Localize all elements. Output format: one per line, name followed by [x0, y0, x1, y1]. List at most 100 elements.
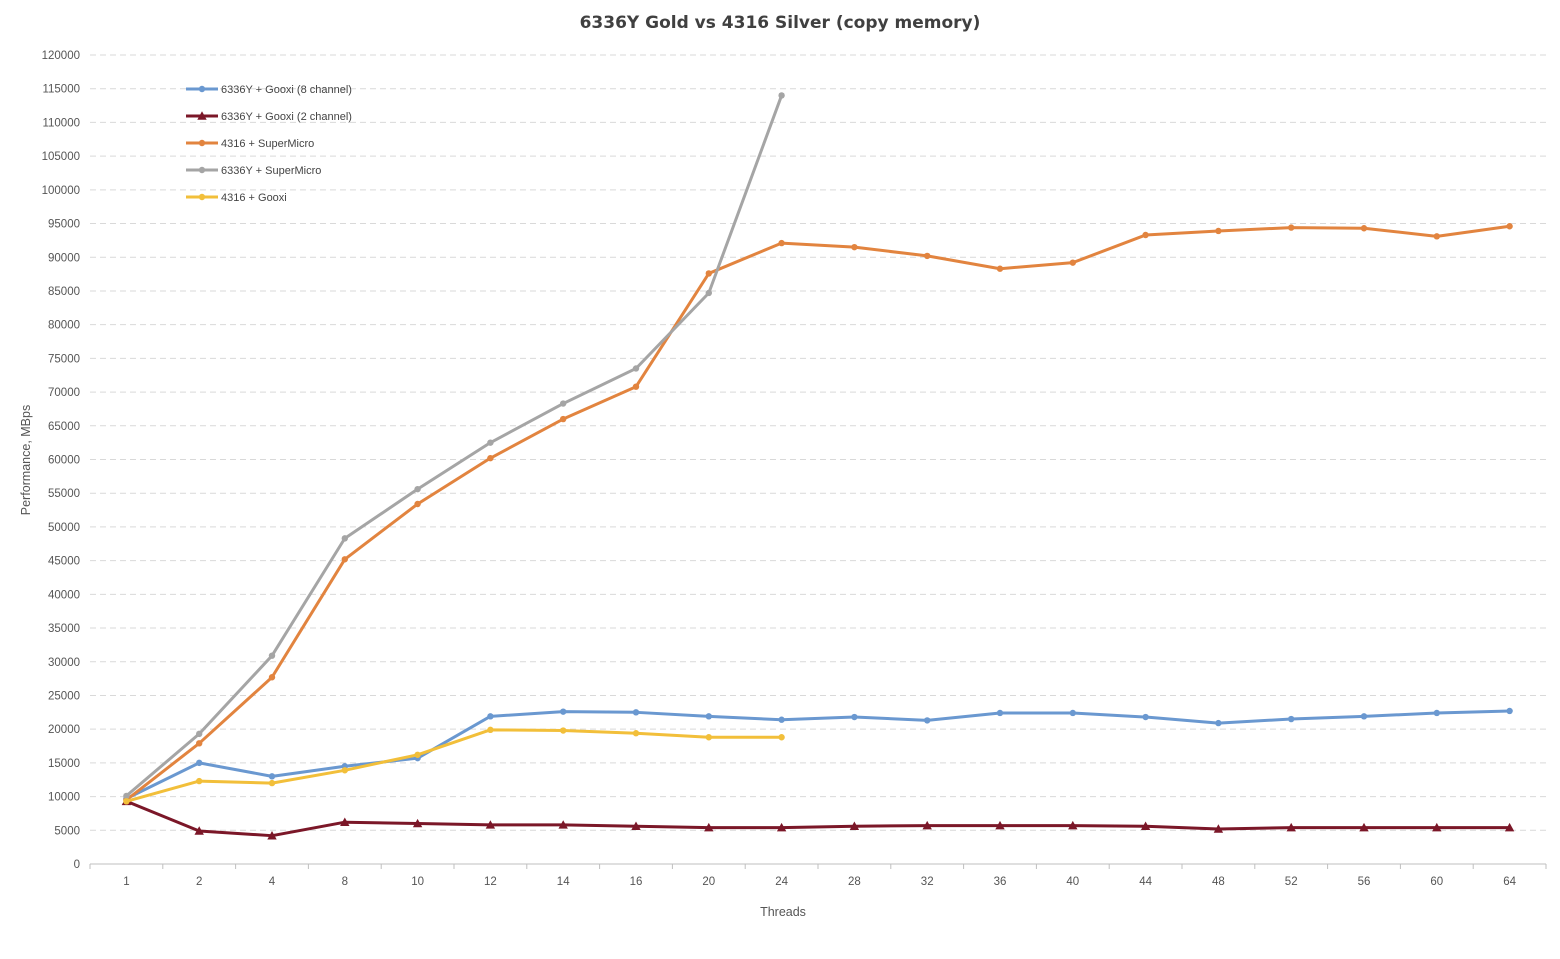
- series-line: [125, 709, 1510, 800]
- data-point-marker: [123, 798, 130, 805]
- data-point-marker: [778, 734, 785, 741]
- data-point-marker: [849, 821, 860, 831]
- data-point-marker: [196, 759, 203, 767]
- legend-item: 4316 + SuperMicro: [186, 138, 314, 150]
- x-tick-label: 32: [921, 876, 934, 888]
- data-point-marker: [851, 243, 858, 251]
- data-point-marker: [341, 767, 348, 774]
- series-line: [125, 224, 1510, 802]
- data-point-marker: [1288, 224, 1295, 231]
- data-point-marker: [1359, 822, 1369, 832]
- y-tick-label: 90000: [48, 252, 80, 264]
- series-line: [125, 94, 784, 798]
- x-tick-label: 8: [342, 876, 348, 888]
- x-tick-label: 48: [1212, 876, 1225, 888]
- data-point-marker: [560, 727, 567, 734]
- data-point-marker: [704, 822, 714, 832]
- x-tick-label: 10: [411, 876, 424, 888]
- data-point-marker: [1506, 707, 1513, 715]
- data-point-marker: [487, 713, 494, 720]
- data-point-marker: [487, 439, 494, 446]
- data-point-marker: [1069, 259, 1077, 266]
- data-point-marker: [922, 820, 932, 830]
- data-point-marker: [1140, 821, 1151, 831]
- data-point-marker: [996, 265, 1004, 272]
- data-point-marker: [196, 740, 203, 747]
- data-point-marker: [268, 674, 276, 681]
- y-tick-label: 55000: [48, 488, 80, 500]
- data-point-marker: [197, 111, 207, 120]
- series-line: [125, 728, 782, 803]
- y-tick-label: 110000: [42, 117, 80, 129]
- data-point-marker: [198, 166, 206, 174]
- data-point-marker: [1213, 824, 1224, 833]
- data-point-marker: [995, 820, 1005, 830]
- data-point-marker: [1360, 713, 1368, 720]
- y-tick-label: 60000: [48, 455, 80, 467]
- legend-item: 6336Y + Gooxi (2 channel): [186, 111, 352, 123]
- data-point-marker: [1433, 233, 1441, 240]
- data-point-marker: [198, 139, 206, 147]
- data-point-marker: [851, 713, 858, 721]
- data-point-marker: [414, 751, 421, 758]
- data-point-marker: [485, 820, 496, 829]
- y-tick-label: 100000: [42, 185, 80, 197]
- x-tick-label: 12: [484, 876, 497, 888]
- x-tick-label: 14: [557, 876, 570, 888]
- data-point-marker: [1286, 822, 1296, 832]
- data-point-marker: [631, 821, 641, 831]
- data-point-marker: [198, 193, 206, 201]
- data-point-marker: [560, 708, 567, 715]
- legend-label: 6336Y + SuperMicro: [221, 165, 321, 177]
- legend-label: 4316 + SuperMicro: [221, 138, 314, 150]
- x-tick-label: 56: [1358, 876, 1371, 888]
- data-point-marker: [1069, 709, 1077, 717]
- data-point-marker: [196, 777, 203, 785]
- legend-label: 4316 + Gooxi: [221, 192, 287, 204]
- data-point-marker: [558, 820, 568, 829]
- series-lines: [121, 92, 1515, 840]
- y-tick-label: 115000: [42, 84, 80, 96]
- data-point-marker: [414, 485, 421, 493]
- data-point-marker: [196, 730, 203, 738]
- axes: 0 5000 10000 15000 20000 25000 30000 35000 40000…: [42, 50, 1547, 888]
- data-point-marker: [1360, 225, 1368, 232]
- legend: 6336Y + Gooxi (8 channel) 6336Y + Gooxi (…: [186, 84, 352, 204]
- data-point-marker: [414, 500, 421, 508]
- x-tick-label: 28: [848, 876, 861, 888]
- y-tick-label: 30000: [48, 657, 80, 669]
- y-tick-label: 45000: [48, 556, 80, 568]
- x-tick-label: 4: [269, 876, 276, 888]
- y-tick-label: 25000: [48, 690, 80, 702]
- data-point-marker: [632, 383, 640, 390]
- data-point-marker: [924, 252, 931, 260]
- data-point-marker: [1215, 719, 1222, 727]
- series-group: [123, 223, 1513, 804]
- y-tick-label: 85000: [48, 286, 80, 298]
- chart-title: 6336Y Gold vs 4316 Silver (copy memory): [580, 13, 981, 33]
- data-point-marker: [1433, 709, 1441, 717]
- data-point-marker: [123, 792, 130, 800]
- data-point-marker: [778, 239, 785, 247]
- y-tick-label: 50000: [48, 522, 80, 534]
- y-tick-label: 70000: [48, 387, 80, 399]
- data-point-marker: [632, 365, 640, 372]
- data-point-marker: [267, 830, 277, 840]
- series-group: [123, 707, 1513, 802]
- y-tick-label: 40000: [48, 589, 80, 601]
- data-point-marker: [1288, 715, 1295, 723]
- data-point-marker: [1215, 227, 1222, 235]
- x-tick-label: 40: [1066, 876, 1079, 888]
- y-tick-label: 75000: [48, 353, 80, 365]
- series-group: [123, 92, 785, 800]
- data-point-marker: [340, 817, 350, 826]
- y-tick-label: 35000: [48, 623, 80, 635]
- series-group: [123, 726, 785, 805]
- x-tick-label: 44: [1139, 876, 1152, 888]
- data-point-marker: [1504, 822, 1515, 832]
- data-point-marker: [778, 92, 785, 99]
- data-point-marker: [487, 454, 494, 462]
- y-tick-label: 0: [74, 859, 80, 871]
